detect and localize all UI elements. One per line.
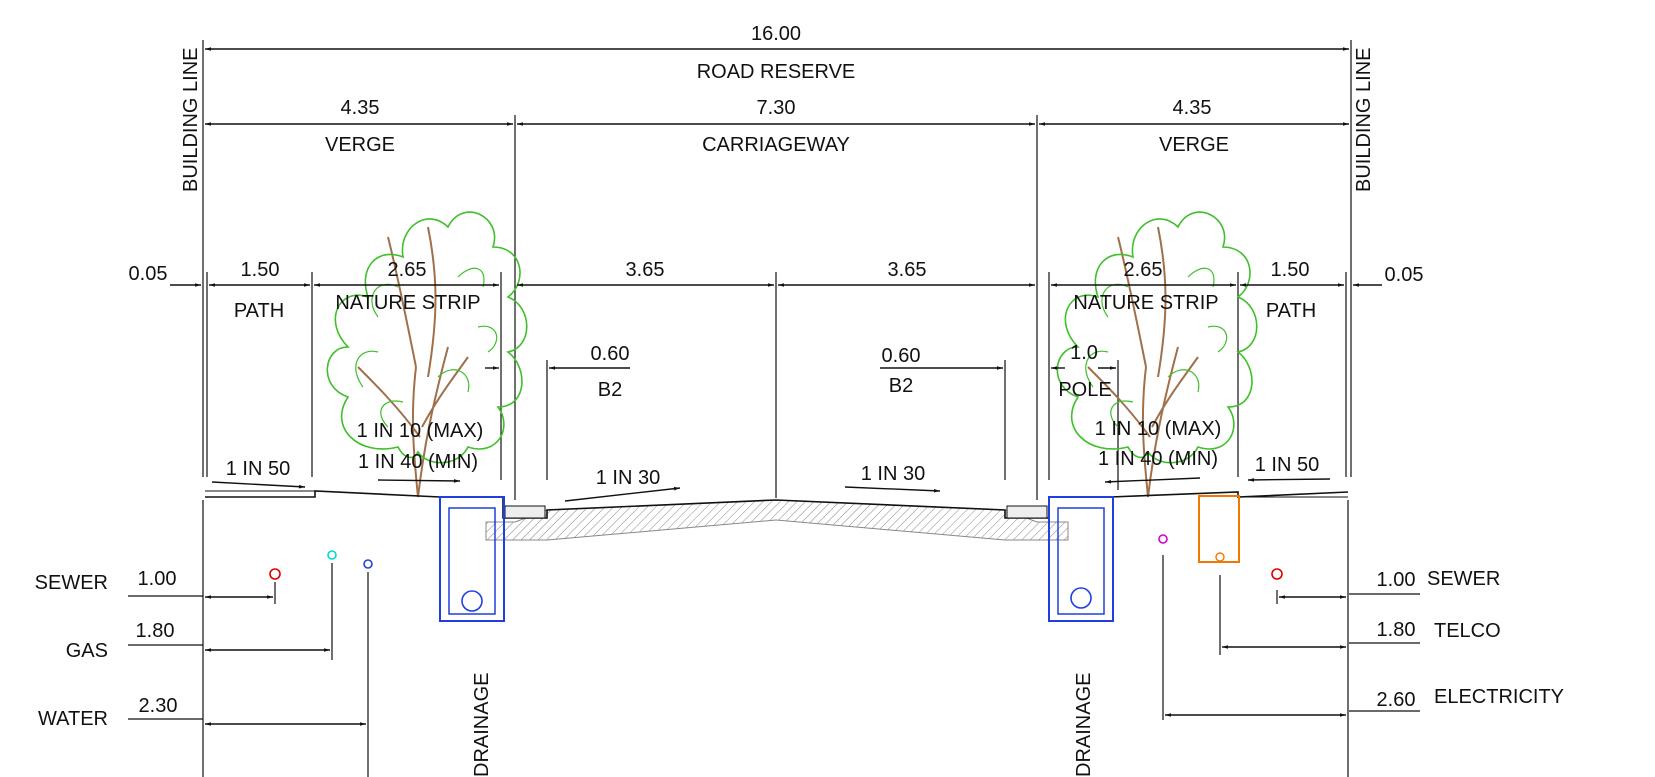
b2-right-label: B2 [889, 375, 913, 397]
carriageway-width: 7.30 [757, 97, 796, 119]
service-right-0-offset: 1.00 [1377, 569, 1416, 591]
slope-verge-max-left: 1 IN 10 (MAX) [357, 420, 484, 442]
road-reserve-label: ROAD RESERVE [697, 61, 856, 83]
footpath-left [205, 490, 316, 497]
drainage-pit-right [1048, 496, 1114, 622]
service-left-1-name: GAS [66, 640, 108, 662]
path-left-width: 1.50 [241, 259, 280, 281]
verge-left-width: 4.35 [341, 97, 380, 119]
service-left-0-offset: 1.00 [138, 568, 177, 590]
path-left-label: PATH [234, 300, 284, 322]
slope-verge-max-right: 1 IN 10 (MAX) [1095, 418, 1222, 440]
b2-right-width: 0.60 [882, 345, 921, 367]
electricity-marker [1158, 534, 1168, 544]
slope-verge-min-right: 1 IN 40 (MIN) [1098, 448, 1218, 470]
slope-road-right: 1 IN 30 [861, 463, 925, 485]
slope-arrow-verge-left [377, 479, 461, 483]
verge-right-label: VERGE [1159, 134, 1229, 156]
service-left-0-name: SEWER [35, 572, 108, 594]
building-line-left-label: BUILDING LINE [180, 48, 202, 192]
service-right-2-offset: 2.60 [1377, 689, 1416, 711]
drainage-right-label: DRAINAGE [1073, 673, 1095, 777]
service-left-1-offset: 1.80 [136, 620, 175, 642]
service-right-1-name: TELCO [1434, 620, 1501, 642]
road-reserve-width: 16.00 [751, 23, 801, 45]
slope-road-left: 1 IN 30 [596, 467, 660, 489]
verge-right-width: 4.35 [1173, 97, 1212, 119]
lane-left-width: 3.65 [626, 259, 665, 281]
nature-left-width: 2.65 [388, 259, 427, 281]
pavement [485, 499, 1069, 541]
drainage-pit-left [439, 496, 505, 622]
slope-arrow-road-right [844, 486, 941, 493]
pole-offset: 1.0 [1070, 342, 1098, 364]
water-marker [363, 559, 373, 569]
kerb-right [1006, 505, 1048, 519]
nature-right-width: 2.65 [1124, 259, 1163, 281]
slope-path-right: 1 IN 50 [1255, 454, 1319, 476]
service-right-0-name: SEWER [1427, 568, 1500, 590]
slope-path-left: 1 IN 50 [226, 458, 290, 480]
path-right-label: PATH [1266, 300, 1316, 322]
drainage-left-label: DRAINAGE [471, 673, 493, 777]
telco-pit [1198, 495, 1240, 563]
sewer-marker-left [269, 568, 281, 580]
slope-arrow-verge-right [1104, 477, 1201, 484]
path-right-width: 1.50 [1271, 259, 1310, 281]
gas-marker [327, 550, 337, 560]
offset-right-value: 0.05 [1385, 264, 1424, 286]
service-left-2-offset: 2.30 [139, 695, 178, 717]
nature-strip-right-label: NATURE STRIP [1073, 292, 1218, 314]
sewer-marker-right [1271, 568, 1283, 580]
carriageway-label: CARRIAGEWAY [702, 134, 850, 156]
lane-right-width: 3.65 [888, 259, 927, 281]
building-line-right-label: BUILDING LINE [1353, 48, 1375, 192]
slope-arrow-road-left [564, 486, 681, 502]
service-right-2-name: ELECTRICITY [1434, 686, 1564, 708]
verge-left-label: VERGE [325, 134, 395, 156]
service-left-2-name: WATER [38, 708, 108, 730]
slope-arrow-path-right [1247, 478, 1331, 482]
nature-strip-left-label: NATURE STRIP [335, 292, 480, 314]
b2-left-label: B2 [598, 379, 622, 401]
pole-label: POLE [1058, 379, 1111, 401]
b2-left-width: 0.60 [591, 343, 630, 365]
slope-verge-min-left: 1 IN 40 (MIN) [358, 451, 478, 473]
offset-left-value: 0.05 [129, 263, 168, 285]
kerb-left [504, 505, 546, 519]
service-right-1-offset: 1.80 [1377, 619, 1416, 641]
slope-arrow-path-left [211, 481, 306, 489]
